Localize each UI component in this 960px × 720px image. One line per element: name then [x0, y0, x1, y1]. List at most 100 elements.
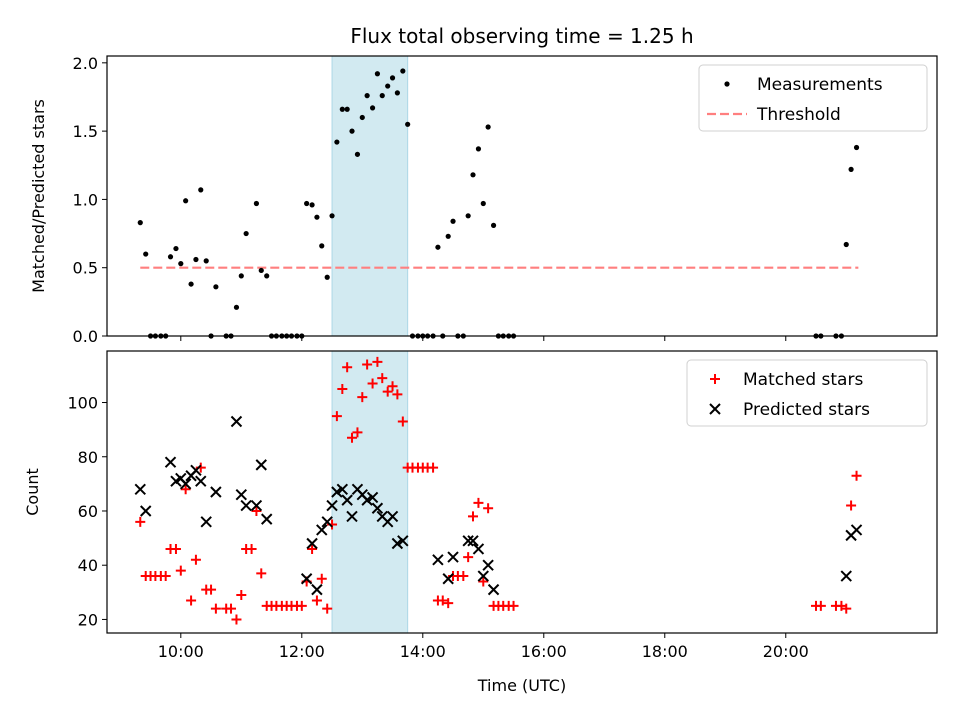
measurement-point — [137, 220, 143, 226]
top-series-measurements — [137, 68, 860, 339]
bottom-legend-label: Predicted stars — [743, 400, 870, 420]
measurement-point — [264, 273, 270, 279]
predicted-star-point — [255, 459, 267, 471]
predicted-star-point — [472, 543, 485, 555]
predicted-star-point — [250, 499, 263, 512]
predicted-star-point — [190, 464, 202, 477]
predicted-star-point — [300, 573, 313, 585]
predicted-star-point — [235, 489, 248, 501]
matched-star-point — [437, 595, 448, 606]
matched-star-point — [362, 359, 373, 370]
matched-star-point — [357, 392, 368, 403]
measurement-point — [385, 83, 391, 89]
measurement-point — [374, 71, 381, 77]
predicted-star-point — [467, 535, 479, 547]
chart-title: Flux total observing time = 1.25 h — [350, 24, 693, 48]
matched-star-point — [483, 503, 494, 514]
matched-star-point — [210, 603, 221, 614]
matched-star-point — [246, 543, 257, 554]
matched-star-point — [347, 432, 358, 443]
predicted-star-point — [442, 573, 454, 585]
matched-star-point — [226, 603, 237, 614]
measurement-point — [193, 256, 199, 263]
measurement-point — [475, 146, 482, 152]
measurement-point — [400, 68, 406, 74]
matched-star-point — [387, 381, 398, 392]
bottom-legend — [686, 359, 928, 427]
matched-star-point — [170, 543, 181, 554]
matched-star-point — [311, 595, 322, 606]
bottom-ytick-label: 60 — [78, 502, 98, 521]
measurement-point — [173, 245, 179, 252]
predicted-star-point — [134, 483, 146, 495]
top-ytick-label: 1.5 — [73, 122, 98, 141]
measurement-point — [344, 106, 350, 112]
matched-star-point — [231, 614, 242, 625]
predicted-star-point — [477, 570, 489, 582]
matched-star-point — [397, 416, 408, 427]
measurement-point — [319, 243, 325, 249]
measurement-point — [203, 258, 209, 264]
predicted-star-point — [179, 478, 192, 490]
predicted-star-point — [311, 583, 323, 596]
predicted-star-point — [432, 554, 444, 566]
measurement-point — [188, 281, 194, 287]
predicted-star-point — [447, 551, 459, 563]
bottom-xtick-label: 20:00 — [763, 642, 809, 661]
top-legend-label: Measurements — [757, 75, 883, 95]
matched-star-point — [851, 470, 862, 481]
bottom-ytick-label: 80 — [78, 448, 98, 467]
measurement-point — [848, 166, 854, 172]
predicted-star-point — [462, 535, 474, 547]
measurement-point — [394, 90, 400, 96]
predicted-star-point — [341, 494, 353, 506]
top-ylabel: Matched/Predicted stars — [29, 99, 48, 293]
predicted-star-point — [331, 486, 343, 498]
predicted-star-point — [366, 491, 379, 504]
predicted-star-point — [316, 524, 328, 536]
matched-star-point — [206, 584, 217, 595]
measurement-point — [364, 93, 370, 99]
predicted-star-point — [326, 499, 338, 512]
matched-star-point — [815, 600, 826, 611]
predicted-star-point — [850, 524, 863, 536]
xlabel: Time (UTC) — [477, 676, 566, 695]
matched-star-point — [236, 590, 247, 601]
measurement-point — [178, 261, 184, 267]
matched-star-point — [316, 573, 327, 584]
predicted-star-point — [200, 516, 212, 528]
bottom-xtick-label: 10:00 — [158, 642, 204, 661]
predicted-star-point — [346, 510, 358, 523]
legend-measurement-marker — [724, 81, 730, 87]
measurement-point — [853, 144, 860, 151]
measurement-point — [843, 241, 849, 248]
predicted-star-point — [210, 486, 222, 498]
measurement-point — [334, 139, 340, 145]
matched-star-point — [846, 500, 857, 511]
bottom-ytick-label: 20 — [78, 610, 98, 629]
legend-matched-marker — [710, 374, 720, 384]
bottom-observing-span — [331, 350, 409, 634]
measurement-point — [480, 200, 486, 207]
measurement-point — [369, 105, 376, 111]
measurement-point — [183, 198, 189, 204]
predicted-star-point — [230, 415, 243, 428]
matched-star-point — [256, 568, 267, 579]
bottom-xtick-label: 12:00 — [279, 642, 325, 661]
matched-star-point — [392, 389, 403, 400]
top-ytick-label: 2.0 — [73, 54, 98, 73]
predicted-star-point — [482, 559, 494, 571]
matched-star-point — [331, 411, 342, 422]
predicted-star-point — [397, 535, 409, 547]
measurement-point — [490, 222, 497, 228]
measurement-point — [304, 200, 310, 207]
top-legend — [698, 64, 928, 132]
bottom-xtick-label: 16:00 — [521, 642, 567, 661]
predicted-star-point — [240, 499, 252, 512]
measurement-point — [379, 93, 385, 99]
predicted-star-point — [321, 516, 333, 528]
predicted-star-point — [195, 475, 207, 487]
matched-star-point — [175, 565, 186, 576]
measurement-point — [238, 273, 244, 279]
